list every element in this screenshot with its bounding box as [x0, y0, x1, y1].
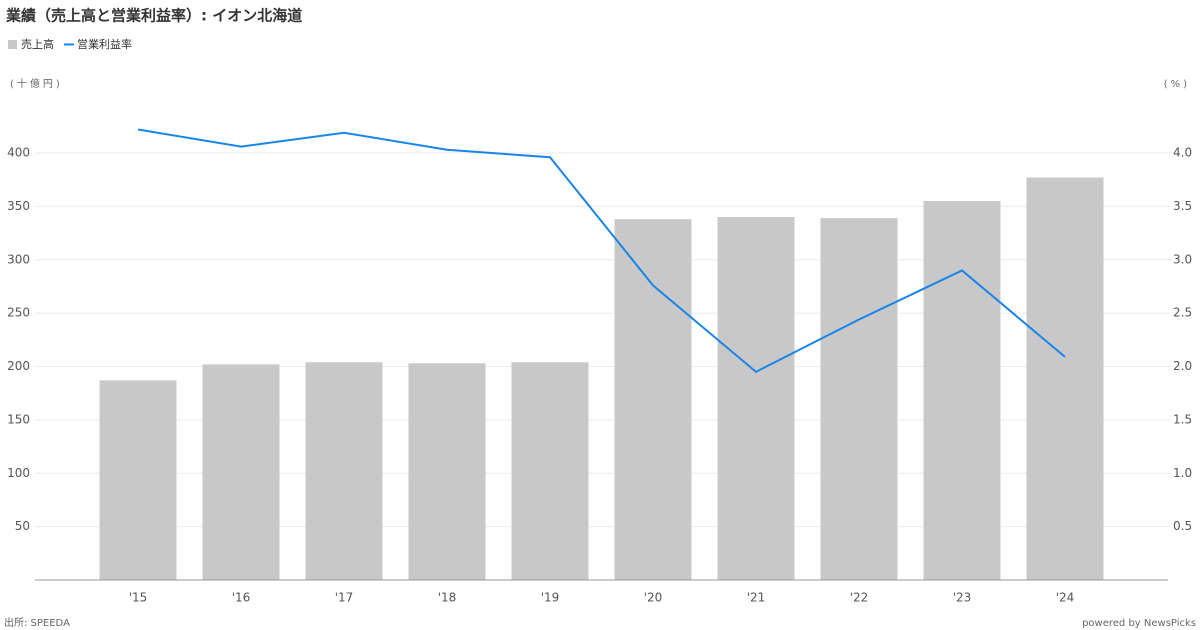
x-tick-label: '17	[335, 591, 354, 605]
x-tick-label: '19	[541, 591, 560, 605]
bar	[717, 217, 795, 581]
source: 出所: SPEEDA	[4, 616, 70, 629]
line	[137, 128, 1066, 374]
credit: powered by NewsPicks	[1082, 618, 1196, 629]
y-tick-label: 350	[7, 199, 30, 213]
y2-tick-label: 0.5	[1173, 519, 1192, 533]
bar	[99, 380, 177, 580]
bar	[202, 364, 280, 580]
x-tick-label: '20	[644, 591, 663, 605]
x-tick-label: '23	[953, 591, 972, 605]
bar	[923, 201, 1001, 580]
y2-axis-label: (%)	[1164, 79, 1190, 90]
y-axis-label: (十億円)	[10, 77, 63, 90]
x-tick-label: '18	[438, 591, 457, 605]
y2-tick-label: 1.5	[1173, 412, 1192, 426]
y-tick-label: 250	[7, 306, 30, 320]
bar	[511, 362, 589, 580]
x-tick-label: '21	[747, 591, 766, 605]
x-tick-label: '15	[129, 591, 148, 605]
y-tick-label: 200	[7, 359, 30, 373]
y2-tick-label: 2.5	[1173, 306, 1192, 320]
legend-label: 営業利益率	[77, 37, 132, 51]
y-tick-label: 150	[7, 412, 30, 426]
legend-swatch	[8, 40, 17, 49]
x-tick-label: '24	[1056, 591, 1075, 605]
chart-title: 業績（売上高と営業利益率）: イオン北海道	[5, 7, 302, 25]
y-tick-label: 400	[7, 146, 30, 160]
y2-tick-label: 2.0	[1173, 359, 1192, 373]
bar	[1026, 177, 1104, 581]
bar	[408, 363, 486, 580]
x-tick-label: '22	[850, 591, 869, 605]
legend-label: 売上高	[21, 37, 54, 51]
y-tick-label: 50	[15, 519, 30, 533]
y2-tick-label: 4.0	[1173, 146, 1192, 160]
bar	[820, 218, 898, 580]
y2-tick-label: 1.0	[1173, 466, 1192, 480]
y-tick-label: 100	[7, 466, 30, 480]
y2-tick-label: 3.0	[1173, 252, 1192, 266]
y2-tick-label: 3.5	[1173, 199, 1192, 213]
bar	[614, 219, 692, 580]
y-tick-label: 300	[7, 252, 30, 266]
bar	[305, 362, 383, 580]
x-tick-label: '16	[232, 591, 251, 605]
